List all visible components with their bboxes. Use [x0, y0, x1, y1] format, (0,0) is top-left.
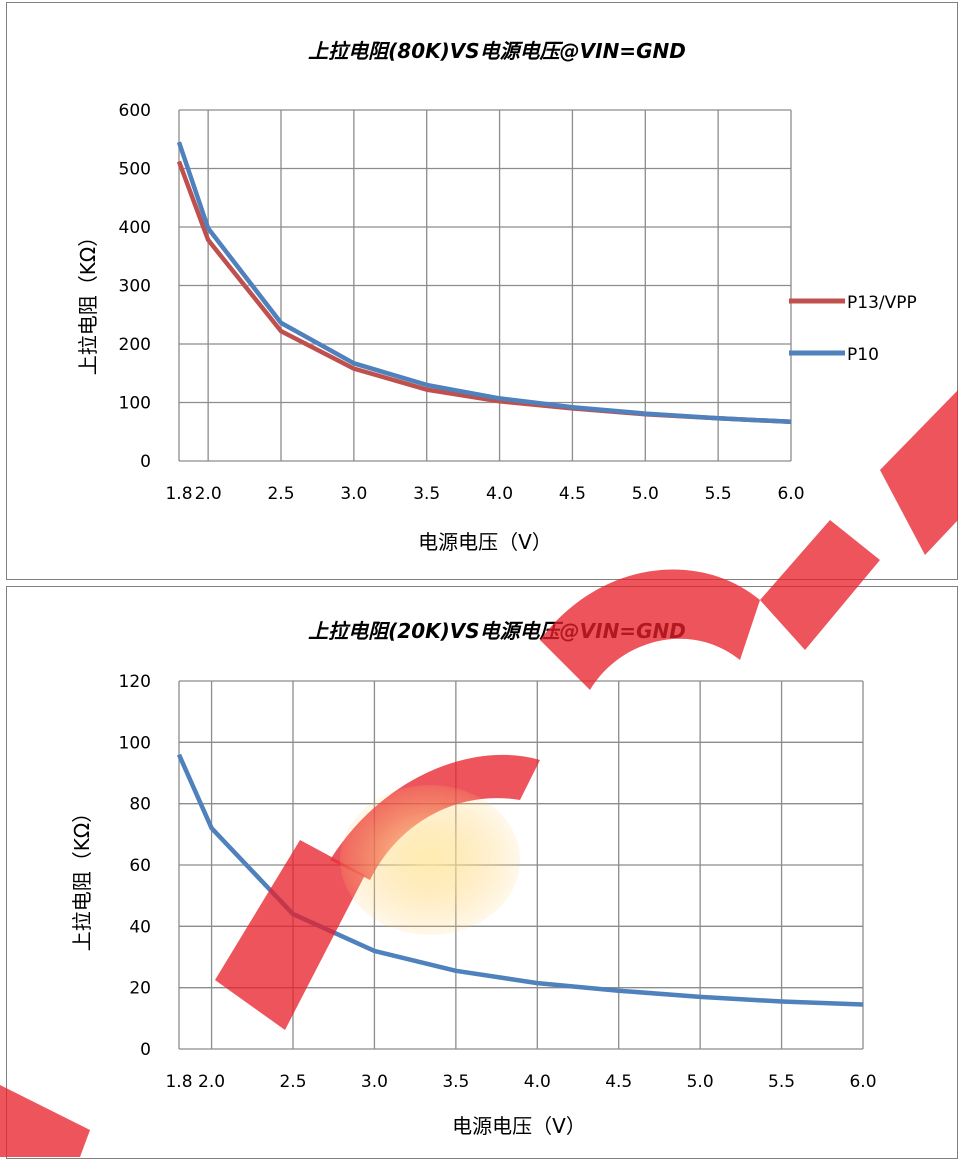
x-tick-label: 1.8	[165, 1072, 192, 1092]
series-layer	[176, 141, 792, 425]
chart-title: 上拉电阻(80K)VS电源电压@VIN=GND	[308, 39, 686, 63]
x-tick-layer: 1.8 2.0 2.5 3.0 3.5 4.0 4.5 5.0 5.5 6.0	[165, 1072, 876, 1092]
y-tick-label: 200	[119, 335, 151, 355]
x-tick-label: 4.0	[486, 484, 513, 504]
x-tick-layer: 1.8 2.0 2.5 3.0 3.5 4.0 4.5 5.0 5.5 6.0	[165, 484, 804, 504]
x-tick-label: 3.0	[340, 484, 367, 504]
chart-panel-20k: 上拉电阻(20K)VS电源电压@VIN=GND 0 20 40 60 80 100 120 …	[6, 586, 958, 1159]
y-tick-label: 100	[119, 394, 151, 414]
series-line-p13-vpp	[176, 160, 792, 425]
x-tick-label: 1.8	[165, 484, 192, 504]
y-tick-label: 60	[129, 856, 151, 876]
x-tick-label: 4.5	[559, 484, 586, 504]
legend-label-p10: P10	[847, 345, 879, 365]
x-axis-label: 电源电压（V）	[418, 530, 552, 554]
x-tick-label: 5.5	[705, 484, 732, 504]
y-axis-label: 上拉电阻（KΩ）	[76, 227, 100, 375]
y-tick-label: 0	[140, 452, 151, 472]
y-tick-label: 120	[119, 672, 151, 692]
x-tick-label: 5.5	[768, 1072, 795, 1092]
y-tick-label: 500	[119, 160, 151, 180]
x-tick-label: 2.5	[279, 1072, 306, 1092]
chart-panel-80k: 上拉电阻(80K)VS电源电压@VIN=GND 0 100 200 300 400 500…	[6, 2, 958, 580]
grid-layer	[178, 680, 864, 1050]
x-tick-label: 4.5	[605, 1072, 632, 1092]
grid-layer	[178, 109, 792, 462]
x-tick-label: 2.0	[195, 484, 222, 504]
y-tick-label: 100	[119, 733, 151, 753]
y-tick-label: 80	[129, 795, 151, 815]
y-tick-layer: 0 20 40 60 80 100 120	[119, 672, 151, 1060]
x-tick-label: 4.0	[524, 1072, 551, 1092]
x-tick-label: 5.0	[687, 1072, 714, 1092]
y-tick-label: 400	[119, 218, 151, 238]
x-tick-label: 3.0	[361, 1072, 388, 1092]
x-tick-label: 3.5	[413, 484, 440, 504]
y-tick-label: 20	[129, 979, 151, 999]
x-tick-label: 2.0	[198, 1072, 225, 1092]
y-tick-label: 0	[140, 1040, 151, 1060]
chart-svg-80k: 上拉电阻(80K)VS电源电压@VIN=GND 0 100 200 300 400 500…	[76, 39, 917, 554]
chart-title: 上拉电阻(20K)VS电源电压@VIN=GND	[308, 619, 686, 643]
y-axis-label: 上拉电阻（KΩ）	[70, 803, 94, 951]
x-axis-label: 电源电压（V）	[452, 1114, 586, 1138]
x-tick-label: 2.5	[267, 484, 294, 504]
x-tick-label: 6.0	[849, 1072, 876, 1092]
y-tick-layer: 0 100 200 300 400 500 600	[119, 101, 151, 472]
legend: P13/VPP P10	[789, 293, 917, 365]
x-tick-label: 3.5	[442, 1072, 469, 1092]
legend-label-p13-vpp: P13/VPP	[847, 293, 917, 313]
chart-svg-20k: 上拉电阻(20K)VS电源电压@VIN=GND 020406080100120 …	[70, 619, 877, 1138]
y-tick-label: 600	[119, 101, 151, 121]
series-line-p10	[176, 141, 792, 425]
x-tick-label: 6.0	[777, 484, 804, 504]
series-layer	[176, 753, 864, 1007]
y-tick-label: 300	[119, 277, 151, 297]
y-tick-label: 40	[129, 917, 151, 937]
x-tick-label: 5.0	[632, 484, 659, 504]
series-line-series-0	[176, 753, 864, 1007]
